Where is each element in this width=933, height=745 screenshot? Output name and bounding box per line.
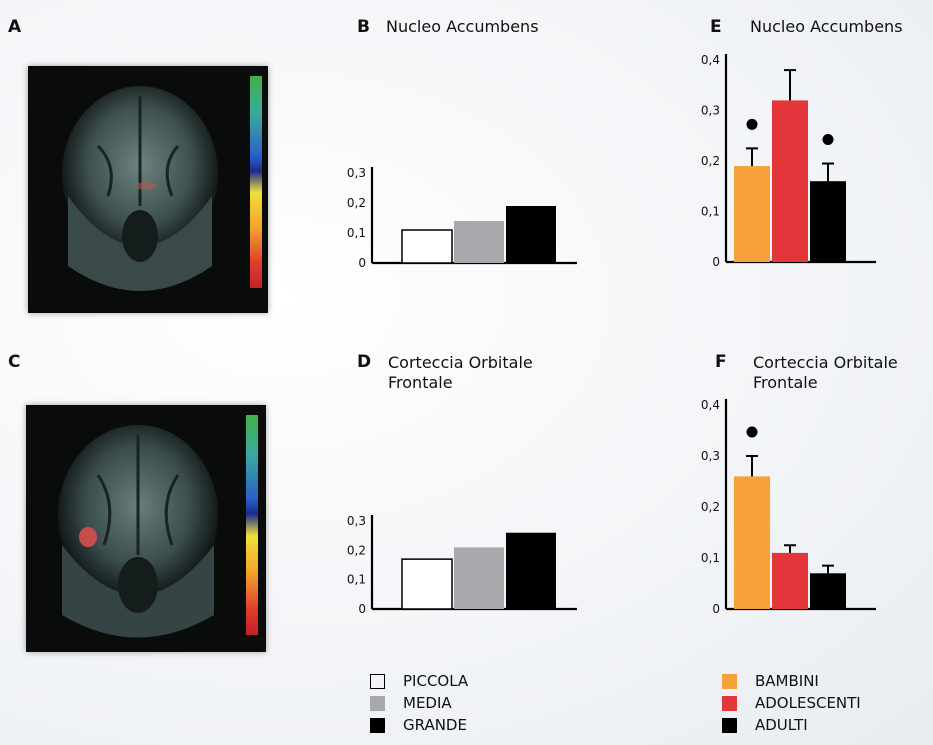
y-tick-label-b: 0,1 <box>347 226 366 240</box>
y-tick-label-e: 0,1 <box>701 205 720 219</box>
legend-item-adolescenti: ADOLESCENTI <box>722 692 861 714</box>
significance-dot-f-bambini <box>747 427 758 438</box>
legend-label-adolescenti: ADOLESCENTI <box>755 694 861 712</box>
legend-swatch-piccola <box>370 674 385 689</box>
bar-f-bambini <box>734 476 770 609</box>
chart-title-f: Corteccia Orbitale Frontale <box>753 353 898 393</box>
y-tick-label-e: 0,2 <box>701 154 720 168</box>
chart-title-e: Nucleo Accumbens <box>750 17 903 37</box>
chart-title-d: Corteccia Orbitale Frontale <box>388 353 533 393</box>
panel-label-d: D <box>357 352 371 372</box>
y-tick-label-d: 0,2 <box>347 543 366 557</box>
y-tick-label-e: 0 <box>712 255 720 269</box>
bar-chart-b: 0 0,1 0,2 0,3 <box>330 120 590 270</box>
panel-label-c: C <box>8 352 20 372</box>
y-tick-label-e: 0,3 <box>701 104 720 118</box>
bar-d-grande <box>506 533 556 609</box>
brain-scan-image-a <box>28 66 268 313</box>
chart-title-f-line2: Frontale <box>753 373 898 393</box>
chart-title-d-line1: Corteccia Orbitale <box>388 353 533 373</box>
brain-coronal-slice-c <box>26 405 266 652</box>
legend-item-adulti: ADULTI <box>722 714 861 736</box>
y-tick-label-f: 0,3 <box>701 449 720 463</box>
legend-swatch-grande <box>370 718 385 733</box>
y-tick-label-f: 0,4 <box>701 398 720 412</box>
legend-swatch-adolescenti <box>722 696 737 711</box>
color-scale-bar-c <box>246 415 258 635</box>
bar-chart-d: 0 0,1 0,2 0,3 <box>330 468 590 618</box>
legend-size: PICCOLA MEDIA GRANDE <box>370 670 468 736</box>
legend-item-media: MEDIA <box>370 692 468 714</box>
bar-chart-f: 0 0,1 0,2 0,3 0,4 <box>680 398 890 618</box>
brain-scan-image-c <box>26 405 266 652</box>
legend-item-bambini: BAMBINI <box>722 670 861 692</box>
legend-label-adulti: ADULTI <box>755 716 808 734</box>
legend-label-media: MEDIA <box>403 694 452 712</box>
chart-title-d-line2: Frontale <box>388 373 533 393</box>
legend-label-grande: GRANDE <box>403 716 467 734</box>
brain-coronal-slice-a <box>28 66 268 313</box>
color-scale-bar-a <box>250 76 262 288</box>
significance-dot-e-adulti <box>823 134 834 145</box>
bar-d-media <box>454 547 504 609</box>
legend-item-piccola: PICCOLA <box>370 670 468 692</box>
legend-swatch-bambini <box>722 674 737 689</box>
legend-age: BAMBINI ADOLESCENTI ADULTI <box>722 670 861 736</box>
significance-dot-e-bambini <box>747 119 758 130</box>
y-tick-label-f: 0,1 <box>701 551 720 565</box>
legend-swatch-media <box>370 696 385 711</box>
bar-f-adolescenti <box>772 553 808 609</box>
legend-swatch-adulti <box>722 718 737 733</box>
panel-label-b: B <box>357 17 370 37</box>
bar-chart-e: 0 0,1 0,2 0,3 0,4 <box>680 50 890 270</box>
bar-f-adulti <box>810 573 846 609</box>
bar-b-piccola <box>402 230 452 263</box>
y-tick-label-d: 0,1 <box>347 573 366 587</box>
y-tick-label-b: 0,2 <box>347 196 366 210</box>
y-tick-label-b: 0 <box>358 256 366 270</box>
bar-e-adolescenti <box>772 100 808 262</box>
bar-e-adulti <box>810 181 846 262</box>
y-tick-label-e: 0,4 <box>701 53 720 67</box>
bar-b-grande <box>506 206 556 263</box>
chart-title-b: Nucleo Accumbens <box>386 17 539 37</box>
legend-label-bambini: BAMBINI <box>755 672 819 690</box>
bar-d-piccola <box>402 559 452 609</box>
y-tick-label-d: 0 <box>358 602 366 616</box>
bar-e-bambini <box>734 166 770 262</box>
chart-title-f-line1: Corteccia Orbitale <box>753 353 898 373</box>
panel-label-f: F <box>715 352 727 372</box>
bar-b-media <box>454 221 504 263</box>
panel-label-a: A <box>8 17 21 37</box>
legend-item-grande: GRANDE <box>370 714 468 736</box>
y-tick-label-b: 0,3 <box>347 166 366 180</box>
y-tick-label-f: 0 <box>712 602 720 616</box>
legend-label-piccola: PICCOLA <box>403 672 468 690</box>
panel-label-e: E <box>710 17 722 37</box>
y-tick-label-f: 0,2 <box>701 500 720 514</box>
y-tick-label-d: 0,3 <box>347 514 366 528</box>
